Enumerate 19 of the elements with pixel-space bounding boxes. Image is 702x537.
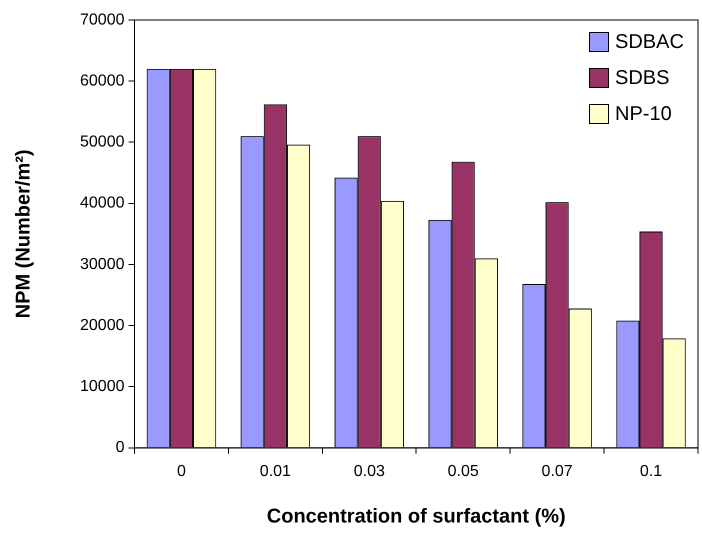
y-axis-title: NPM (Number/m²)	[12, 149, 35, 318]
y-tick-label: 10000	[80, 378, 125, 396]
legend-label: SDBAC	[615, 30, 684, 54]
x-tick-label: 0.03	[354, 462, 385, 480]
y-tick-label: 50000	[80, 134, 125, 151]
x-tick-label: 0.01	[260, 462, 292, 480]
y-tick-label: 70000	[80, 11, 125, 28]
y-tick-label: 30000	[80, 256, 125, 273]
y-tick-label: 60000	[80, 72, 125, 90]
legend-label: SDBS	[615, 66, 670, 90]
x-tick-label: 0.1	[640, 462, 662, 480]
legend-label: NP-10	[615, 102, 672, 126]
y-tick-label: 20000	[80, 316, 125, 334]
x-tick-label: 0	[177, 462, 186, 480]
x-axis-title: Concentration of surfactant (%)	[266, 506, 566, 528]
x-tick-label: 0.05	[448, 462, 479, 480]
y-tick-label: 0	[116, 439, 125, 456]
x-tick-label: 0.07	[542, 462, 573, 480]
y-tick-label: 40000	[80, 194, 125, 212]
